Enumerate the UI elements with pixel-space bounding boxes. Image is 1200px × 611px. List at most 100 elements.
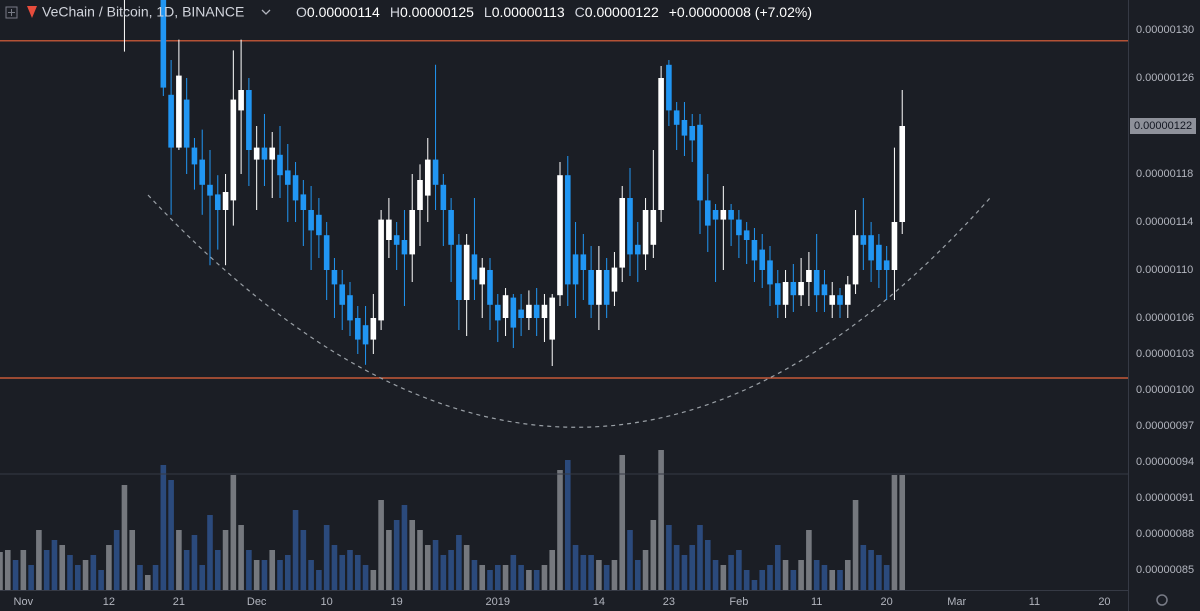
ohlc-prefix: H (390, 4, 400, 20)
volume-bar (207, 515, 213, 590)
x-tick-label: 12 (103, 596, 115, 608)
candle-body (417, 180, 423, 210)
volume-bar (813, 560, 820, 590)
volume-bar (456, 535, 462, 590)
candle-body (370, 318, 377, 340)
candle-body (844, 284, 851, 305)
volume-bar (152, 565, 159, 590)
candle-body (666, 64, 672, 111)
ohlc-value: 0.00000122 (585, 4, 659, 20)
volume-bar (572, 545, 579, 590)
candle-body (292, 175, 299, 201)
y-tick-label: 0.00000097 (1136, 420, 1194, 432)
header-icons (5, 6, 271, 19)
toggle-icon[interactable] (5, 6, 18, 19)
candle-body (704, 200, 711, 226)
candle-body (448, 210, 454, 245)
candle-body (697, 124, 703, 201)
volume-bar (673, 545, 680, 590)
candle-body (494, 304, 501, 321)
x-tick-label: 20 (881, 596, 893, 608)
volume-bar (666, 525, 672, 590)
candle-body (432, 159, 439, 185)
x-tick-label: 20 (1098, 596, 1110, 608)
candle-body (246, 90, 252, 150)
settings-gear[interactable] (1156, 594, 1168, 606)
candle-body (168, 94, 174, 148)
volume-bar (378, 500, 384, 590)
volume-bar (4, 550, 11, 590)
candle-body (386, 219, 392, 240)
volume-bar (588, 555, 594, 590)
last-price-tag (1130, 118, 1196, 134)
plot-area (0, 0, 1128, 590)
settings-icon[interactable] (1156, 594, 1168, 606)
candle-body (619, 198, 626, 268)
volume-bar (541, 565, 548, 590)
chart-title: VeChain / Bitcoin, 1D, BINANCE (42, 4, 244, 20)
volume-bar (137, 565, 143, 590)
volume-bar (12, 560, 19, 590)
x-tick-label: Mar (947, 596, 966, 608)
candle-body (673, 110, 680, 125)
volume-bar (720, 565, 727, 590)
candle-body (852, 235, 859, 285)
candle-body (736, 219, 742, 236)
volume-bar (891, 475, 898, 590)
ohlc-value: 0.00000114 (307, 4, 380, 20)
volume-bar (619, 455, 626, 590)
volume-bar (176, 530, 182, 590)
candle-body (876, 244, 882, 270)
candle-body (611, 267, 618, 292)
candle-body (424, 159, 431, 196)
volume-bar (471, 560, 478, 590)
volume-bar (59, 545, 66, 590)
volume-bar (354, 555, 361, 590)
candle-body (767, 260, 773, 285)
volume-bar (868, 550, 874, 590)
x-tick-label: 23 (663, 596, 675, 608)
y-tick-label: 0.00000091 (1136, 492, 1194, 504)
candle-body (557, 175, 563, 296)
candle-body (603, 270, 610, 305)
candle-body (331, 270, 338, 285)
volume-bar (463, 545, 470, 590)
candle-body (658, 78, 664, 210)
x-tick-label: 14 (593, 596, 605, 608)
candle-body (300, 194, 307, 210)
volume-bar (634, 560, 641, 590)
volume-bar (191, 535, 198, 590)
candle-body (627, 198, 633, 255)
volume-bar (160, 465, 167, 590)
candle-body (759, 249, 766, 270)
x-tick-label: 21 (173, 596, 185, 608)
volume-bar (308, 560, 314, 590)
volume-bar (199, 565, 206, 590)
candle-body (199, 159, 206, 185)
x-tick-label: 11 (811, 596, 822, 608)
candle-body (891, 222, 898, 270)
cup-curve (147, 194, 991, 428)
volume-bar (316, 570, 322, 590)
volume-bar (736, 550, 742, 590)
candle-body (510, 297, 517, 328)
candle-body (564, 175, 571, 285)
y-tick-label: 0.00000100 (1136, 384, 1194, 396)
ohlc-prefix: O (296, 4, 307, 20)
symbol-dropdown[interactable] (261, 9, 271, 15)
volume-bar (183, 550, 190, 590)
candle-body (899, 126, 906, 222)
candle-body (751, 240, 758, 261)
volume-bar (774, 545, 781, 590)
volume-bar (518, 565, 524, 590)
volume-bar (362, 565, 369, 590)
candle-body (774, 283, 781, 305)
ohlc-readout: O0.00000114 H0.00000125 L0.00000113 C0.0000… (296, 4, 812, 20)
volume-bar (767, 565, 773, 590)
candle-body (883, 260, 890, 270)
y-tick-label: 0.00000118 (1136, 168, 1193, 180)
ohlc-value: 0.00000125 (400, 4, 474, 20)
volume-bar (876, 555, 882, 590)
volume-bar (393, 520, 400, 590)
volume-bar (603, 565, 610, 590)
